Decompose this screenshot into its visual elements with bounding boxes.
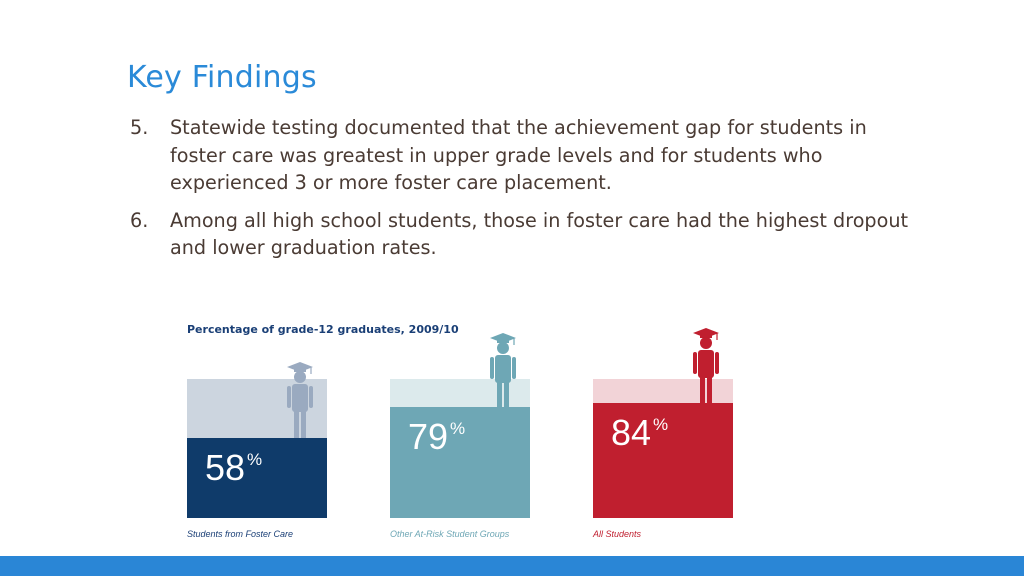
bar-value-label: 58%: [205, 450, 262, 486]
bar-value-label: 79%: [408, 419, 465, 455]
graduate-icon: [693, 328, 719, 406]
bar-all-students: [593, 403, 733, 518]
bar-category-label: All Students: [593, 529, 642, 539]
graduate-icon: [287, 362, 313, 440]
finding-item: 5. Statewide testing documented that the…: [130, 114, 910, 197]
chart-title: Percentage of grade-12 graduates, 2009/1…: [187, 323, 459, 336]
bar-value-unit: %: [247, 450, 263, 469]
bar-value-number: 79: [408, 416, 449, 457]
slide-title: Key Findings: [127, 60, 317, 95]
bar-other-at-risk-student-groups: [390, 407, 530, 518]
bar-value-label: 84%: [611, 415, 668, 451]
finding-text: Statewide testing documented that the ac…: [170, 116, 867, 194]
bar-value-unit: %: [653, 415, 669, 434]
findings-list: 5. Statewide testing documented that the…: [130, 114, 910, 272]
bar-category-label: Students from Foster Care: [187, 529, 294, 539]
finding-item: 6. Among all high school students, those…: [130, 207, 910, 262]
bar-students-from-foster-care: [187, 438, 327, 518]
finding-number: 5.: [130, 116, 149, 139]
bar-category-label: Other At-Risk Student Groups: [390, 529, 510, 539]
footer-accent-bar: [0, 556, 1024, 576]
bar-value-number: 84: [611, 412, 652, 453]
graduate-icon: [490, 333, 516, 411]
bar-value-number: 58: [205, 447, 246, 488]
finding-number: 6.: [130, 208, 149, 232]
finding-text: Among all high school students, those in…: [170, 208, 909, 260]
bar-value-unit: %: [450, 419, 466, 438]
